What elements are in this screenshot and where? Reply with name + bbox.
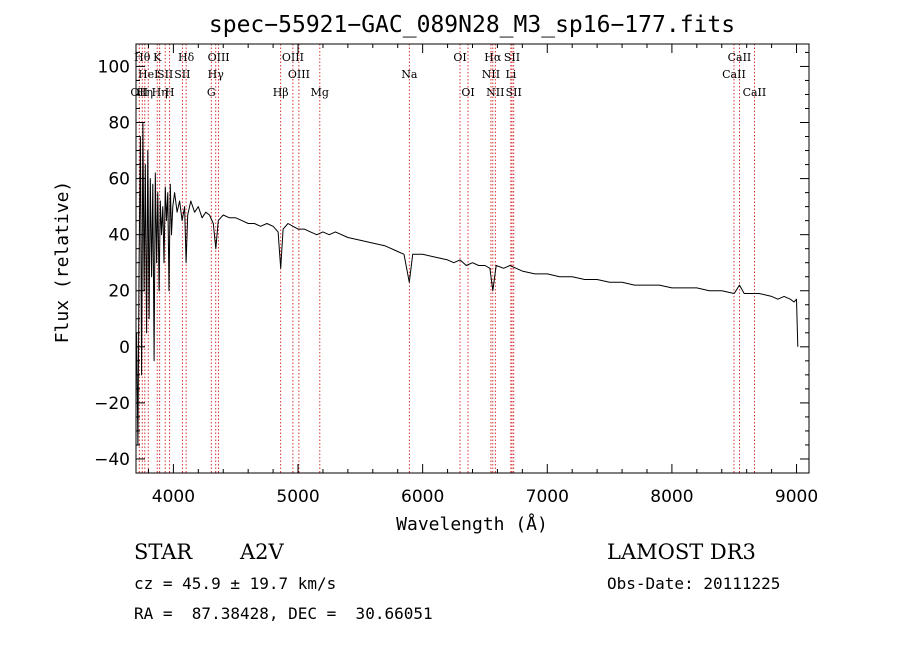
- line-marker-label-12: OIII: [208, 51, 230, 64]
- line-marker-label-27: CaII: [728, 51, 752, 64]
- redshift-velocity: cz = 45.9 ± 19.7 km/s: [134, 574, 337, 593]
- y-tick-label-6: 80: [108, 114, 130, 134]
- y-tick-label-2: 0: [119, 338, 130, 358]
- y-axis-ticks: −40 −20 0 20 40 60 80 100: [94, 51, 809, 470]
- line-marker-label-26: CaII: [722, 68, 746, 81]
- y-tick-label-0: −40: [94, 450, 130, 470]
- chart-title: spec−55921−GAC_089N28_M3_sp16−177.fits: [209, 12, 735, 38]
- y-tick-label-7: 100: [98, 57, 130, 77]
- line-marker-label-19: OI: [461, 86, 474, 99]
- line-marker-label-22: NII: [486, 86, 504, 99]
- line-marker-label-14: OIII: [282, 51, 304, 64]
- observation-date: Obs-Date: 20111225: [607, 574, 781, 593]
- y-axis-label: Flux (relative): [52, 181, 73, 344]
- emission-line-markers: [138, 44, 755, 473]
- line-marker-label-13: Hβ: [273, 86, 289, 99]
- y-tick-label-4: 40: [108, 226, 130, 246]
- sky-coordinates: RA = 87.38428, DEC = 30.66051: [134, 604, 433, 623]
- emission-line-labels: OIIHθHηHeIKHηSIIHSIIHδGHγOIIIHβOIIIOIIIM…: [130, 51, 766, 99]
- line-marker-label-24: SII: [504, 51, 520, 64]
- line-marker-label-21: Hα: [484, 51, 502, 64]
- object-subclass: A2V: [240, 540, 284, 564]
- x-tick-label-0: 4000: [152, 487, 195, 507]
- line-marker-label-1: Hθ: [134, 51, 151, 64]
- line-marker-label-5: Hη: [152, 86, 168, 99]
- line-marker-label-9: Hδ: [178, 51, 195, 64]
- line-marker-label-15: OIII: [288, 68, 310, 81]
- line-marker-label-28: CaII: [743, 86, 767, 99]
- line-marker-label-16: Mg: [311, 86, 329, 99]
- y-tick-label-3: 20: [108, 282, 130, 302]
- line-marker-label-3: HeI: [138, 68, 158, 81]
- line-marker-label-4: K: [153, 51, 162, 64]
- plot-frame: [135, 43, 810, 474]
- line-marker-label-17: Na: [401, 68, 418, 81]
- x-tick-label-2: 6000: [401, 487, 444, 507]
- x-tick-label-4: 8000: [650, 487, 693, 507]
- line-marker-label-8: SII: [174, 68, 190, 81]
- object-class: STAR: [134, 540, 193, 564]
- line-marker-label-25: SII: [506, 86, 522, 99]
- x-tick-label-5: 9000: [775, 487, 818, 507]
- line-marker-label-20: NII: [482, 68, 500, 81]
- line-marker-label-0: OII: [130, 86, 148, 99]
- line-marker-label-23: Li: [505, 68, 516, 81]
- line-marker-label-10: G: [207, 86, 216, 99]
- y-tick-label-5: 60: [108, 170, 130, 190]
- x-axis-ticks: 4000 5000 6000 7000 8000 9000: [147, 44, 818, 507]
- line-marker-label-2: Hη: [137, 86, 153, 99]
- line-marker-label-7: H: [165, 86, 175, 99]
- line-marker-label-11: Hγ: [208, 68, 225, 81]
- x-axis-label: Wavelength (Å): [396, 513, 548, 535]
- line-marker-label-18: OI: [453, 51, 466, 64]
- y-tick-label-1: −20: [94, 394, 130, 414]
- x-tick-label-1: 5000: [276, 487, 319, 507]
- x-tick-label-3: 7000: [526, 487, 569, 507]
- line-marker-label-6: SII: [157, 68, 173, 81]
- survey-name: LAMOST DR3: [607, 540, 756, 564]
- flux-line: [136, 122, 799, 446]
- flux-series: [136, 122, 799, 446]
